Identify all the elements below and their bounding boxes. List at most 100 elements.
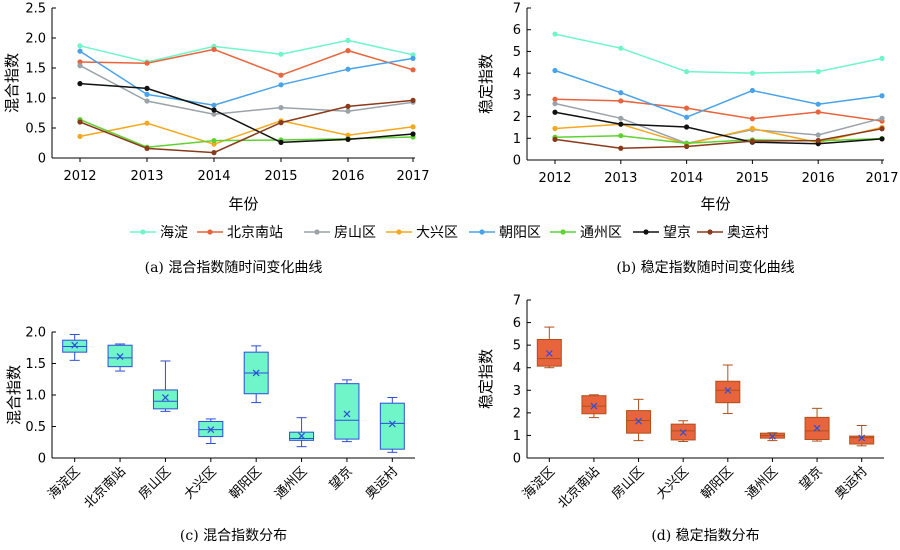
y-tick-label: 1.0 xyxy=(25,92,46,107)
y-tick-label: 4 xyxy=(513,361,521,376)
data-point xyxy=(618,133,624,139)
iqr-box xyxy=(379,402,405,450)
iqr-box xyxy=(849,435,875,445)
y-tick-label: 7 xyxy=(513,294,521,309)
data-point xyxy=(77,119,83,125)
data-point xyxy=(618,115,624,121)
data-point xyxy=(618,98,624,104)
legend-swatch-marker xyxy=(707,229,713,235)
box-5 xyxy=(289,417,315,448)
y-tick-label: 2.0 xyxy=(25,326,46,341)
legend: 海淀 北京南站 房山区 大兴区 朝阳区 通州区 望京 奥运村 xyxy=(130,224,769,241)
y-tick-label: 6 xyxy=(513,316,521,331)
panel-caption: (b) 稳定指数随时间变化曲线 xyxy=(616,260,794,276)
mean-marker xyxy=(769,432,776,440)
y-tick-label: 2 xyxy=(513,406,521,421)
series-line xyxy=(554,134,883,145)
series-line xyxy=(79,64,414,115)
mean-marker xyxy=(635,417,642,425)
x-tick-label: 北京南站 xyxy=(81,464,129,512)
legend-item: 大兴区 xyxy=(386,225,458,241)
series-line xyxy=(79,39,414,63)
legend-item: 北京南站 xyxy=(197,225,283,241)
y-axis-label: 稳定指数 xyxy=(477,349,495,409)
mean-marker xyxy=(724,387,732,394)
x-tick-label: 2015 xyxy=(264,169,297,184)
data-point xyxy=(211,46,217,53)
legend-label: 通州区 xyxy=(580,225,622,241)
data-point xyxy=(618,145,624,151)
x-axis-label: 年份 xyxy=(228,195,258,213)
series-line xyxy=(79,99,414,154)
y-tick-label: 1.5 xyxy=(25,62,46,77)
data-point xyxy=(345,103,351,109)
x-tick-label: 通州区 xyxy=(272,464,310,502)
data-point xyxy=(749,138,756,144)
data-point xyxy=(77,133,83,139)
legend-swatch-marker xyxy=(479,229,485,235)
data-point xyxy=(552,109,558,115)
data-point xyxy=(144,145,150,151)
data-point xyxy=(879,126,885,132)
series-line xyxy=(554,98,883,122)
iqr-box xyxy=(334,383,360,440)
iqr-box xyxy=(715,380,741,404)
data-point xyxy=(749,125,756,132)
series-line xyxy=(554,111,883,145)
x-tick-label: 2014 xyxy=(197,169,230,184)
data-point xyxy=(879,93,885,99)
x-tick-label: 2017 xyxy=(396,169,429,184)
series-line xyxy=(554,33,883,74)
iqr-box xyxy=(152,389,178,410)
x-tick-label: 朝阳区 xyxy=(227,464,265,502)
y-tick-label: 1.5 xyxy=(25,357,46,372)
data-point xyxy=(749,116,756,122)
x-tick-label: 房山区 xyxy=(608,464,647,503)
data-point xyxy=(345,132,351,138)
x-tick-label: 望京 xyxy=(796,464,826,494)
data-point xyxy=(684,105,690,111)
data-point xyxy=(211,107,217,113)
data-point xyxy=(879,136,885,142)
x-tick-label: 大兴区 xyxy=(181,464,219,502)
data-point xyxy=(684,114,690,120)
data-point xyxy=(552,31,558,37)
data-point xyxy=(684,143,690,150)
x-tick-label: 2012 xyxy=(538,171,571,186)
series-line xyxy=(79,48,414,77)
legend-item: 通州区 xyxy=(550,225,622,241)
x-tick-label: 2012 xyxy=(63,169,96,184)
series-line xyxy=(79,50,414,106)
data-point xyxy=(749,70,756,76)
data-point xyxy=(144,120,150,126)
legend-swatch-marker xyxy=(207,229,213,235)
panel-b: 0 1 2 3 4 5 6 7 稳定指数 (b) 稳定指数随时间变化曲线 2012 2013 2014 2… xyxy=(477,2,899,277)
legend-item: 朝阳区 xyxy=(469,225,541,241)
data-point xyxy=(815,109,821,115)
legend-item: 海淀 xyxy=(130,225,188,241)
mean-marker xyxy=(813,424,821,432)
data-point xyxy=(552,125,558,132)
legend-label: 大兴区 xyxy=(416,225,458,241)
series-line xyxy=(79,120,414,145)
x-tick-label: 北京南站 xyxy=(555,464,603,512)
y-tick-label: 5 xyxy=(513,339,521,354)
box-2 xyxy=(626,398,652,442)
box-0 xyxy=(62,334,88,361)
box-6 xyxy=(804,407,830,442)
y-tick-label: 2.5 xyxy=(25,2,46,17)
legend-swatch-marker xyxy=(560,229,566,235)
mean-marker xyxy=(858,434,866,442)
legend-label: 望京 xyxy=(663,225,691,241)
data-point xyxy=(77,63,83,69)
data-point xyxy=(144,91,150,97)
mean-marker xyxy=(590,402,598,410)
data-point xyxy=(552,96,558,102)
data-point xyxy=(410,97,416,103)
y-tick-label: 3 xyxy=(513,88,521,103)
x-axis-label: 年份 xyxy=(700,195,730,213)
y-tick-label: 0 xyxy=(513,154,521,169)
box-0 xyxy=(536,326,562,369)
y-tick-label: 0.5 xyxy=(25,420,46,435)
